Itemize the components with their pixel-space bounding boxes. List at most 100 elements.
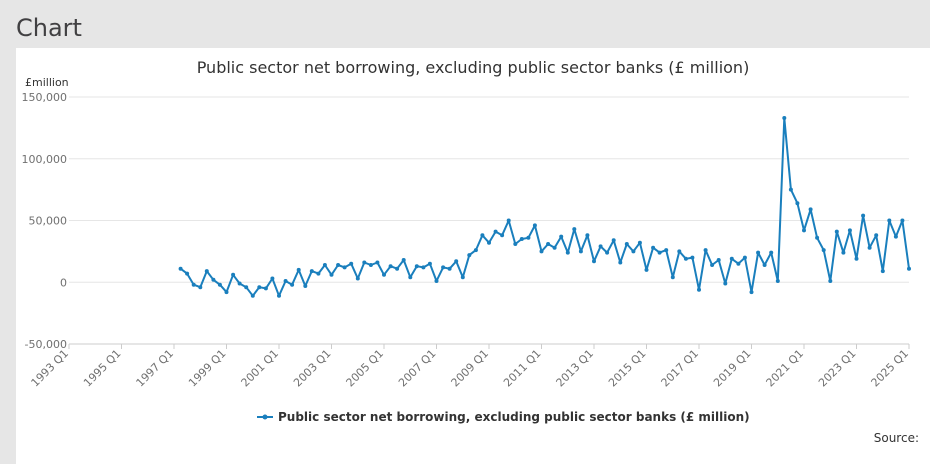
data-point[interactable] — [585, 233, 590, 238]
data-point[interactable] — [309, 269, 314, 274]
data-point[interactable] — [487, 240, 491, 245]
data-point[interactable] — [434, 279, 439, 283]
data-point[interactable] — [887, 218, 892, 223]
data-point[interactable] — [637, 240, 642, 245]
data-point[interactable] — [651, 245, 656, 250]
data-point[interactable] — [657, 250, 662, 255]
data-point[interactable] — [480, 233, 485, 238]
data-point[interactable] — [703, 248, 708, 253]
data-point[interactable] — [513, 242, 518, 246]
data-point[interactable] — [250, 293, 255, 298]
data-point[interactable] — [454, 259, 459, 264]
data-point[interactable] — [552, 245, 557, 250]
data-point[interactable] — [670, 275, 675, 280]
data-point[interactable] — [716, 258, 721, 262]
data-point[interactable] — [867, 245, 872, 250]
data-point[interactable] — [290, 282, 295, 287]
data-point[interactable] — [204, 269, 209, 274]
data-point[interactable] — [795, 201, 800, 206]
data-point[interactable] — [217, 282, 222, 287]
data-point[interactable] — [257, 285, 262, 290]
data-point[interactable] — [329, 272, 334, 277]
data-point[interactable] — [808, 207, 813, 212]
data-point[interactable] — [769, 250, 774, 255]
data-point[interactable] — [847, 228, 852, 233]
data-point[interactable] — [185, 271, 190, 276]
data-point[interactable] — [296, 267, 301, 272]
data-point[interactable] — [821, 248, 826, 253]
data-point[interactable] — [382, 272, 386, 277]
data-point[interactable] — [336, 263, 341, 267]
data-point[interactable] — [198, 285, 203, 290]
data-point[interactable] — [532, 223, 537, 228]
data-point[interactable] — [893, 234, 898, 239]
data-point[interactable] — [388, 264, 393, 269]
data-point[interactable] — [414, 264, 419, 269]
data-point[interactable] — [578, 249, 583, 254]
data-point[interactable] — [598, 244, 603, 249]
data-point[interactable] — [723, 281, 728, 286]
data-point[interactable] — [841, 250, 846, 255]
data-point[interactable] — [263, 286, 268, 291]
data-point[interactable] — [605, 250, 610, 255]
data-point[interactable] — [349, 261, 354, 266]
data-point[interactable] — [644, 267, 649, 272]
data-point[interactable] — [303, 284, 308, 288]
data-point[interactable] — [834, 229, 839, 234]
data-point[interactable] — [211, 277, 216, 282]
data-point[interactable] — [493, 229, 498, 234]
data-point[interactable] — [775, 279, 780, 283]
data-point[interactable] — [546, 242, 551, 246]
data-point[interactable] — [874, 233, 879, 238]
data-point[interactable] — [519, 237, 524, 241]
data-point[interactable] — [742, 255, 747, 260]
data-point[interactable] — [802, 228, 806, 233]
data-point[interactable] — [244, 285, 249, 290]
data-point[interactable] — [631, 249, 636, 254]
data-point[interactable] — [427, 261, 432, 266]
data-point[interactable] — [592, 259, 596, 264]
data-point[interactable] — [815, 235, 820, 240]
data-point[interactable] — [362, 260, 367, 265]
data-point[interactable] — [421, 265, 426, 270]
data-point[interactable] — [618, 260, 623, 265]
data-point[interactable] — [729, 256, 734, 261]
legend[interactable]: Public sector net borrowing, excluding p… — [257, 410, 750, 424]
data-point[interactable] — [355, 276, 360, 281]
data-point[interactable] — [316, 271, 321, 276]
data-point[interactable] — [441, 265, 446, 270]
data-point[interactable] — [473, 248, 478, 253]
data-point[interactable] — [736, 261, 741, 266]
data-point[interactable] — [322, 263, 327, 267]
data-point[interactable] — [900, 218, 905, 223]
data-point[interactable] — [237, 281, 242, 286]
data-point[interactable] — [861, 213, 866, 218]
data-point[interactable] — [572, 227, 577, 232]
data-point[interactable] — [447, 266, 452, 271]
data-point[interactable] — [907, 266, 911, 271]
data-point[interactable] — [683, 256, 688, 261]
data-point[interactable] — [401, 258, 406, 262]
data-point[interactable] — [880, 269, 885, 274]
data-point[interactable] — [375, 260, 380, 265]
data-point[interactable] — [565, 250, 570, 255]
data-point[interactable] — [710, 263, 715, 267]
data-point[interactable] — [191, 282, 196, 287]
data-point[interactable] — [500, 233, 505, 238]
data-point[interactable] — [782, 116, 787, 120]
data-point[interactable] — [395, 266, 400, 271]
data-point[interactable] — [749, 290, 754, 295]
data-point[interactable] — [526, 235, 531, 240]
data-point[interactable] — [224, 290, 229, 295]
data-point[interactable] — [231, 272, 236, 277]
data-point[interactable] — [460, 275, 465, 280]
data-point[interactable] — [408, 275, 413, 280]
data-point[interactable] — [690, 255, 695, 260]
data-point[interactable] — [283, 279, 288, 283]
data-point[interactable] — [178, 266, 183, 271]
data-point[interactable] — [368, 263, 373, 267]
data-point[interactable] — [788, 187, 793, 192]
data-point[interactable] — [677, 249, 682, 254]
data-point[interactable] — [854, 256, 859, 261]
data-point[interactable] — [539, 249, 544, 254]
